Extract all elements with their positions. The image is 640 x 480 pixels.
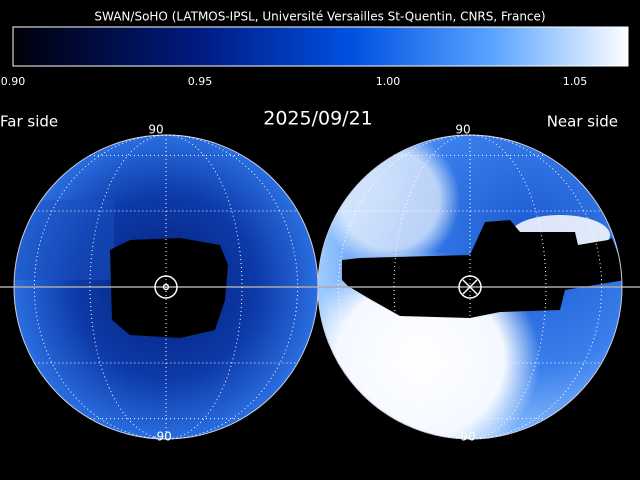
top-label: 90: [455, 123, 470, 137]
bottom-label: -90: [152, 430, 172, 444]
meridian: [89, 134, 243, 440]
colorbar-tick-label: 0.95: [188, 75, 213, 88]
near-side-label: Near side: [547, 113, 618, 131]
top-label: 90: [148, 123, 163, 137]
colorbar-tick-label: 1.05: [563, 75, 588, 88]
date: 2025/09/21: [263, 108, 373, 130]
far-side-label: Far side: [0, 113, 58, 131]
colorbar-tick-label: 1.00: [376, 75, 401, 88]
colorbar: [12, 26, 629, 67]
bottom-label: -90: [456, 430, 476, 444]
markers: [154, 275, 482, 299]
meridian: [393, 134, 547, 440]
colorbar-tick-label: 0.90: [1, 75, 26, 88]
title: SWAN/SoHO (LATMOS-IPSL, Université Versa…: [94, 10, 545, 24]
